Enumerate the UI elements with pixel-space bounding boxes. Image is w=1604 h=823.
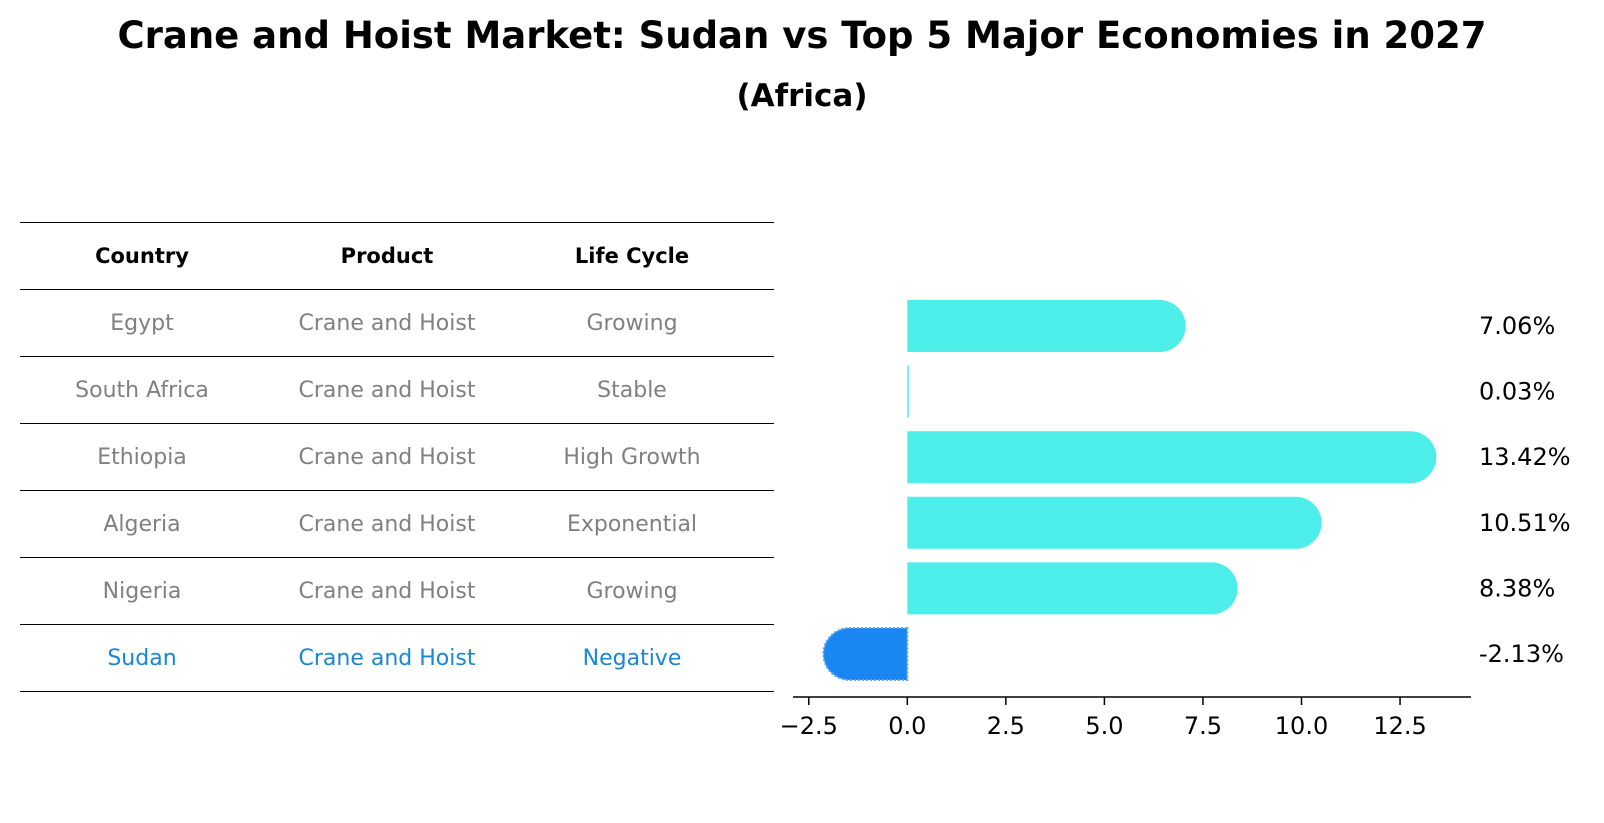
- x-tick-label: 2.5: [987, 712, 1025, 740]
- cell-country: Sudan: [107, 645, 177, 671]
- value-label: 0.03%: [1479, 378, 1555, 406]
- bar: [907, 496, 1322, 549]
- cell-country: Ethiopia: [97, 444, 187, 470]
- cell-life-cycle: High Growth: [563, 444, 701, 470]
- table-row: Egypt Crane and Hoist Growing: [20, 289, 774, 356]
- x-tick-label: 0.0: [888, 712, 926, 740]
- cell-life-cycle: Stable: [597, 377, 667, 403]
- header-product: Product: [340, 244, 434, 268]
- header-life-cycle: Life Cycle: [574, 244, 690, 268]
- cell-product: Crane and Hoist: [298, 377, 476, 403]
- bar: [907, 300, 1186, 352]
- cell-life-cycle: Exponential: [566, 511, 698, 537]
- bar: [907, 365, 909, 418]
- value-label: 8.38%: [1479, 574, 1555, 602]
- chart-title: Crane and Hoist Market: Sudan vs Top 5 M…: [117, 14, 1487, 57]
- table-row: Algeria Crane and Hoist Exponential: [20, 490, 774, 557]
- cell-product: Crane and Hoist: [298, 645, 476, 671]
- header-country: Country: [95, 244, 189, 268]
- value-label: -2.13%: [1479, 640, 1564, 668]
- value-label: 13.42%: [1479, 443, 1571, 471]
- cell-product: Crane and Hoist: [298, 578, 476, 604]
- cell-life-cycle: Growing: [586, 310, 678, 336]
- table-row: Ethiopia Crane and Hoist High Growth: [20, 423, 774, 490]
- x-tick-label: −2.5: [780, 712, 838, 740]
- table-row: South Africa Crane and Hoist Stable: [20, 356, 774, 423]
- cell-life-cycle: Negative: [582, 645, 682, 671]
- table-row: Nigeria Crane and Hoist Growing: [20, 557, 774, 624]
- cell-life-cycle: Growing: [586, 578, 678, 604]
- cell-country: Nigeria: [102, 578, 182, 604]
- cell-product: Crane and Hoist: [298, 310, 476, 336]
- table-row-highlighted: Sudan Crane and Hoist Negative: [20, 624, 774, 692]
- table-header-row: Country Product Life Cycle: [20, 222, 774, 289]
- x-tick-label: 12.5: [1373, 712, 1426, 740]
- bar: [907, 431, 1437, 484]
- x-tick-label: 10.0: [1275, 712, 1328, 740]
- cell-product: Crane and Hoist: [298, 444, 476, 470]
- value-label: 10.51%: [1479, 509, 1571, 537]
- x-tick-label: 5.0: [1085, 712, 1123, 740]
- cell-country: Egypt: [110, 310, 174, 336]
- bar: [907, 562, 1238, 615]
- cell-country: South Africa: [75, 377, 209, 403]
- value-label: 7.06%: [1479, 312, 1555, 340]
- country-table: Country Product Life Cycle Egypt Crane a…: [20, 222, 774, 692]
- cell-product: Crane and Hoist: [298, 511, 476, 537]
- x-tick-label: 7.5: [1184, 712, 1222, 740]
- bar-highlighted: [822, 627, 909, 681]
- cell-country: Algeria: [103, 511, 181, 537]
- chart-subtitle: (Africa): [736, 78, 868, 114]
